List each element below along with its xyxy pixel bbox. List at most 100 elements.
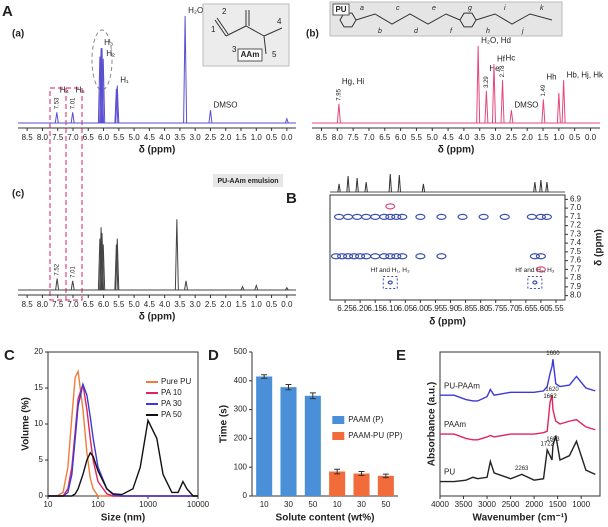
peak — [254, 283, 259, 291]
contour — [349, 253, 360, 260]
peak — [114, 244, 119, 291]
peak-label: H₁ — [120, 76, 129, 85]
projection-peak — [539, 179, 543, 193]
shift-label: 7.95 — [336, 88, 342, 100]
point-label: 1600 — [546, 351, 560, 357]
contour — [397, 213, 408, 220]
x-tick-label: 30 — [357, 500, 366, 509]
panel-label: D — [208, 347, 219, 364]
x-tick-label: 1.5 — [235, 300, 247, 309]
contour — [478, 213, 489, 220]
x-tick-label: 3.0 — [490, 133, 502, 142]
contour — [526, 213, 537, 220]
x-tick-label: 6.15 — [367, 304, 383, 313]
x-axis-label: Size (nm) — [101, 513, 145, 524]
series-line — [48, 418, 198, 497]
x-tick-label: 6.5 — [83, 133, 95, 142]
contour — [391, 253, 402, 260]
contour — [385, 213, 396, 220]
shift-label: 7.52 — [55, 263, 61, 275]
x-tick-label: 5.5 — [113, 300, 125, 309]
y-axis-label: Time (s) — [219, 405, 230, 443]
shift-label: 7.01 — [70, 266, 76, 278]
projection-peak — [346, 175, 350, 193]
peak — [556, 93, 561, 124]
x-tick-label: 3.0 — [190, 300, 202, 309]
peak — [101, 244, 106, 291]
x-tick-label: 5.5 — [411, 133, 423, 142]
x-tick-label: 3000 — [478, 500, 496, 509]
x-tick-label: 5.5 — [113, 133, 125, 142]
contour — [352, 213, 363, 220]
highlight-ellipse — [91, 29, 113, 91]
atom-label: b — [378, 28, 382, 35]
atom-label: e — [432, 5, 436, 12]
y-axis-label: Absorbance (a.u.) — [427, 382, 438, 466]
x-tick-label: 30 — [284, 500, 293, 509]
peak-label: H₂O, Hd — [481, 36, 511, 45]
contour — [532, 280, 538, 285]
peak-label: H₅ — [76, 85, 85, 94]
peak-label: Hf — [497, 54, 506, 63]
y-tick-label: 7.7 — [570, 264, 582, 273]
y-tick-label: 7.8 — [570, 273, 582, 282]
legend-label: PU-PAAm — [444, 381, 480, 390]
projection-peak — [545, 181, 549, 193]
y-tick-label: 7.6 — [570, 256, 582, 265]
x-tick-label: 6.25 — [337, 304, 353, 313]
peak — [174, 219, 179, 291]
y-tick-label: 100 — [234, 462, 248, 471]
x-tick-label: 7.0 — [67, 300, 79, 309]
x-tick-label: 6.05 — [398, 304, 414, 313]
x-tick-label: 7.0 — [67, 133, 79, 142]
x-tick-label: 5.95 — [428, 304, 444, 313]
x-tick-label: 10 — [44, 500, 53, 509]
legend-swatch — [332, 416, 345, 424]
y-tick-label: 7.9 — [570, 282, 582, 291]
x-tick-label: 7.5 — [52, 133, 64, 142]
bar — [280, 387, 297, 496]
x-tick-label: 1.0 — [251, 133, 263, 142]
bar — [256, 376, 273, 496]
x-tick-label: 1.0 — [553, 133, 565, 142]
y-tick-label: 300 — [234, 405, 248, 414]
x-tick-label: 8.0 — [37, 300, 49, 309]
x-tick-label: 4.0 — [159, 133, 171, 142]
point-label: Hf and H₂, H₃ — [515, 267, 554, 274]
peak — [70, 112, 75, 124]
shift-label: 3.29 — [484, 76, 490, 88]
structure-tag — [237, 48, 263, 62]
x-tick-label: 8.5 — [22, 133, 34, 142]
atom-label: f — [450, 28, 453, 35]
x-tick-label: 5.60 — [533, 304, 549, 313]
peak-label: DMSO — [213, 100, 237, 109]
peak — [183, 15, 188, 124]
ring — [339, 12, 357, 28]
peak — [101, 58, 106, 124]
atom-label: 2 — [222, 7, 227, 16]
atom-label: d — [414, 28, 419, 35]
contour — [387, 280, 393, 285]
contour — [535, 266, 546, 273]
x-tick-label: 1000 — [572, 500, 590, 509]
peak — [561, 80, 566, 124]
x-tick-label: 5.0 — [129, 300, 141, 309]
x-tick-label: 4.5 — [443, 133, 455, 142]
panel-label: E — [396, 347, 406, 364]
error-bar — [382, 473, 389, 479]
y-tick-label: 500 — [234, 347, 248, 356]
projection-peak — [397, 174, 401, 193]
x-tick-label: 4.5 — [144, 300, 156, 309]
x-tick-label: 3.0 — [190, 133, 202, 142]
legend-label: Pure PU — [161, 377, 191, 386]
highlight-box — [527, 276, 543, 289]
contour — [535, 213, 546, 220]
x-tick-label: 2000 — [525, 500, 543, 509]
x-tick-label: 7.5 — [348, 133, 360, 142]
shift-label: 2.78 — [500, 65, 506, 77]
error-bar — [261, 374, 268, 379]
shift-label: 7.53 — [54, 97, 60, 109]
x-tick-label: 2.0 — [522, 133, 534, 142]
